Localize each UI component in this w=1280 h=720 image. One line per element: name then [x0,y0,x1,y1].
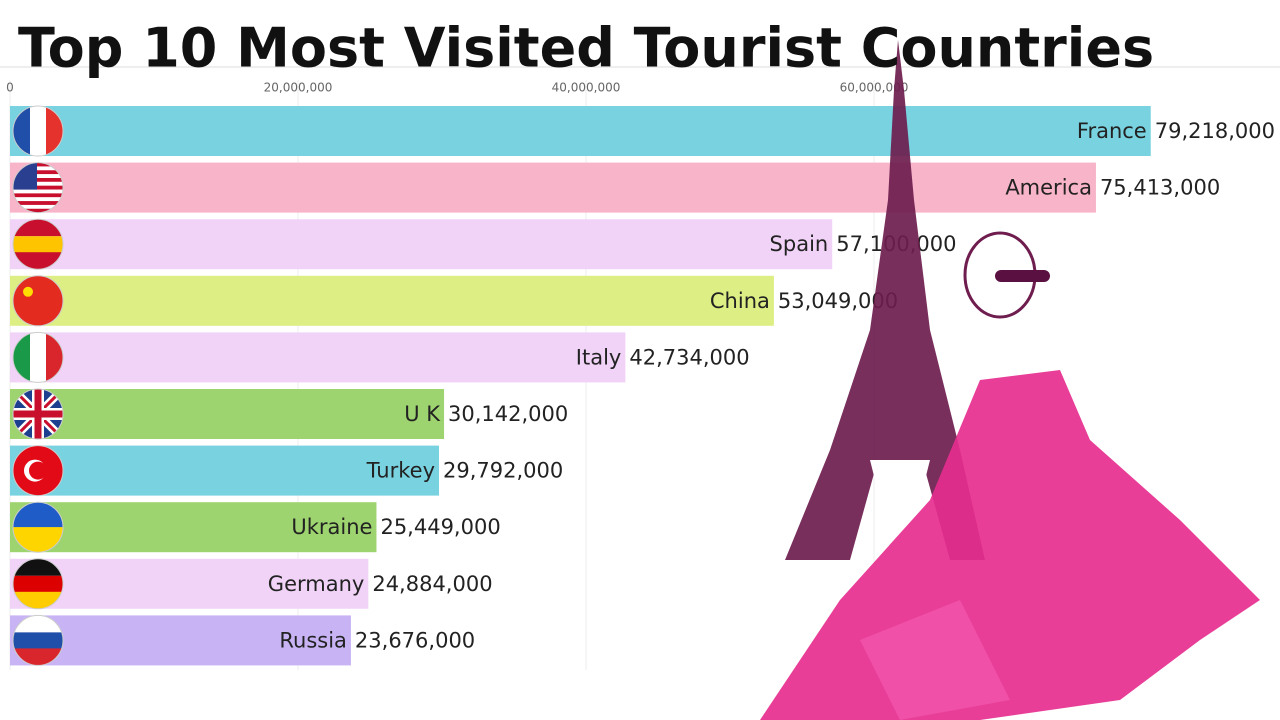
flag [13,389,63,439]
flag [13,106,63,156]
flag-ring [12,501,64,553]
flag-part [13,236,63,254]
bar [10,162,1096,213]
flag-icon [12,331,64,383]
flag-part [13,204,63,209]
flag-icon [12,558,64,610]
flag-part [13,648,63,666]
flag-part [13,591,63,609]
value-label: 79,218,000 [1155,119,1275,143]
flag [13,445,63,496]
bar [10,389,445,439]
category-label: China [710,289,770,313]
bar [10,615,351,666]
category-label: Ukraine [291,515,372,539]
flag-part [13,189,63,194]
flag-part [13,170,63,175]
flag-icon [12,162,64,214]
category-label: France [1077,119,1147,143]
flag-part [29,461,47,480]
flag-ring [12,331,64,383]
flag-part [30,332,47,383]
flag-ring [12,388,64,440]
bar [10,558,369,609]
flag [13,219,63,270]
category-label: Germany [268,572,365,596]
bar [10,106,1151,156]
flag [13,332,63,383]
flag-icon [12,614,64,666]
category-label: Russia [279,628,347,652]
category-label: Spain [770,232,829,256]
flag-part [13,185,63,190]
flag [13,162,63,213]
flag [13,615,63,666]
value-label: 23,676,000 [355,628,475,652]
flag-part [13,106,30,156]
flag-part [30,106,47,156]
x-tick-label: 0 [6,81,14,95]
flag [13,275,63,326]
flag-icon [12,218,64,270]
flag-part [13,275,63,326]
flag-part [13,252,63,270]
flag-part [13,332,30,383]
flag-part [13,201,63,205]
flag-icon [12,105,64,157]
flag-part [13,162,63,167]
x-tick-label: 60,000,000 [840,81,909,95]
value-label: 75,413,000 [1100,176,1220,200]
flag-part [46,106,63,156]
category-label: U K [404,402,441,426]
flag-part [23,286,33,297]
value-label: 25,449,000 [380,515,500,539]
value-label: 24,884,000 [372,572,492,596]
category-label: America [1005,176,1092,200]
decoration: ​ [760,40,1260,720]
bar [10,502,377,553]
value-label: 29,792,000 [443,459,563,483]
flag-part [46,332,63,383]
flag-part [13,166,63,171]
value-label: 30,142,000 [448,402,568,426]
value-label: 42,734,000 [629,345,749,369]
flag-ring [12,218,64,270]
flag-part [13,632,63,650]
flag-icon [12,388,64,440]
flag-ring [12,275,64,327]
x-tick-label: 20,000,000 [264,81,333,95]
bar [10,332,626,383]
flag-ring [12,105,64,157]
flag-ring [12,445,64,497]
flag-part [13,615,63,633]
flag-icon [12,501,64,553]
flag-part [13,178,63,182]
flag-part [34,389,42,439]
flag-part [13,193,63,198]
category-label: Turkey [366,459,435,483]
category-label: Italy [576,345,622,369]
flag-part [13,219,63,237]
bar [10,445,440,496]
flag-part [13,174,63,178]
flag-part [13,181,63,186]
bar [10,275,774,326]
x-tick-label: 40,000,000 [552,81,621,95]
flag [13,558,63,609]
flag-ring [12,614,64,666]
bar [10,219,833,270]
flag-ring [12,162,64,214]
flag-icon [12,445,64,497]
plot: 0 20,000,000 40,000,000 60,000,000 France 79,… [6,80,1275,670]
flag-part [13,208,63,213]
flag-part [13,558,63,576]
flag-icon [12,275,64,327]
chart-title: Top 10 Most Visited Tourist Countries [18,17,1154,80]
flag-ring [12,558,64,610]
flag-part [13,197,63,202]
flag-part [13,575,63,593]
